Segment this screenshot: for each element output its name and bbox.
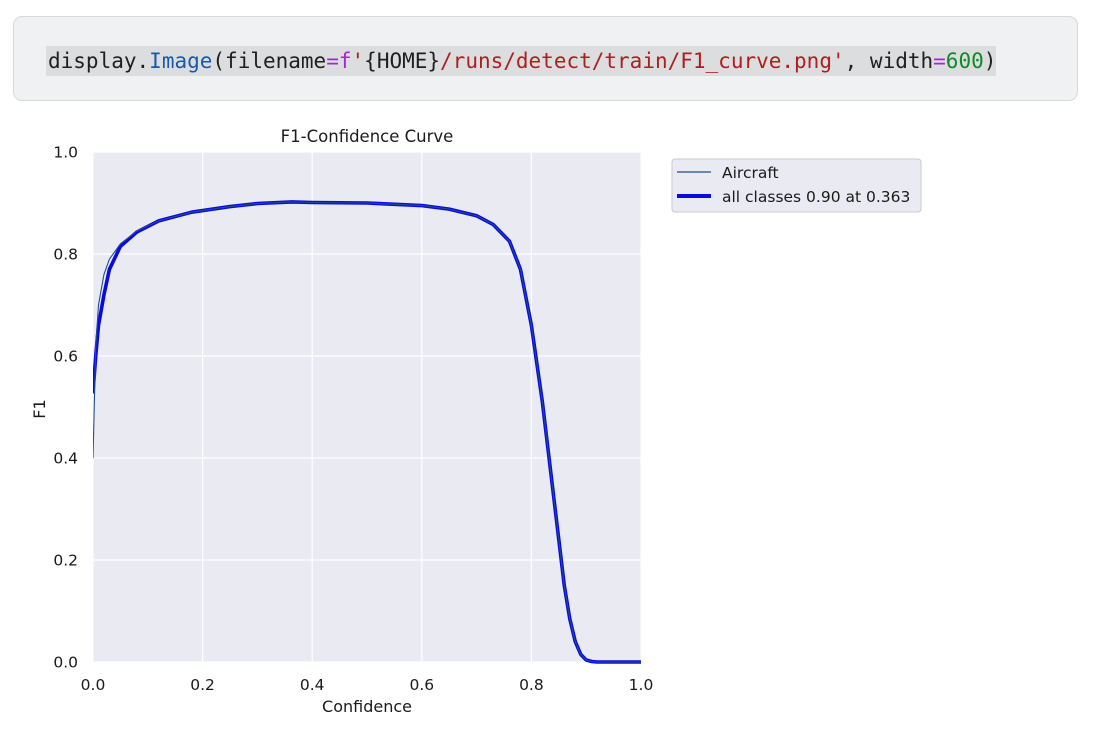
code-equals1: = [326, 49, 339, 73]
code-line[interactable]: display.Image(filename=f'{HOME}/runs/det… [46, 46, 997, 76]
code-quote-open: ' [351, 49, 365, 73]
code-open-paren: ( [212, 49, 226, 73]
y-tick-label: 0.6 [53, 348, 78, 366]
code-dot: . [136, 49, 150, 73]
y-axis-label: F1 [30, 399, 49, 418]
code-path: /runs/detect/train/F1_curve.png [440, 49, 832, 73]
legend-label-all-classes: all classes 0.90 at 0.363 [722, 188, 910, 206]
code-brace-expr: {HOME} [364, 49, 441, 73]
legend: Aircraft all classes 0.90 at 0.363 [671, 158, 922, 213]
code-module: display [48, 49, 137, 73]
code-arg2-name: width [869, 49, 934, 73]
x-axis-label: Confidence [322, 697, 412, 716]
x-tick-label: 0.2 [190, 676, 215, 694]
code-f-prefix: f [338, 49, 352, 73]
x-tick-label: 0.0 [81, 676, 106, 694]
code-close-paren: ) [983, 49, 997, 73]
code-quote-close: ' [831, 49, 845, 73]
tick-labels: 0.0 0.2 0.4 0.6 0.8 1.0 0.0 0.2 0.4 0.6 0.8 1.0 [53, 144, 653, 695]
code-comma: , [844, 49, 870, 73]
series-lines [93, 200, 641, 664]
y-tick-label: 1.0 [53, 144, 78, 162]
y-tick-label: 0.4 [53, 450, 78, 468]
code-equals2: = [933, 49, 946, 73]
code-cell[interactable]: display.Image(filename=f'{HOME}/runs/det… [13, 16, 1078, 101]
chart-title: F1-Confidence Curve [281, 127, 454, 146]
y-tick-label: 0.0 [53, 654, 78, 672]
y-tick-label: 0.2 [53, 552, 78, 570]
x-tick-label: 0.4 [300, 676, 325, 694]
code-function: Image [149, 49, 213, 73]
plot-area [93, 152, 641, 662]
x-tick-label: 0.6 [409, 676, 434, 694]
x-tick-label: 1.0 [629, 676, 654, 694]
x-tick-label: 0.8 [519, 676, 544, 694]
y-tick-label: 0.8 [53, 246, 78, 264]
code-arg1-name: filename [225, 49, 327, 73]
legend-box [671, 158, 922, 213]
code-width-value: 600 [945, 49, 984, 73]
series-line-aircraft [93, 201, 641, 663]
legend-label-aircraft: Aircraft [722, 164, 779, 182]
